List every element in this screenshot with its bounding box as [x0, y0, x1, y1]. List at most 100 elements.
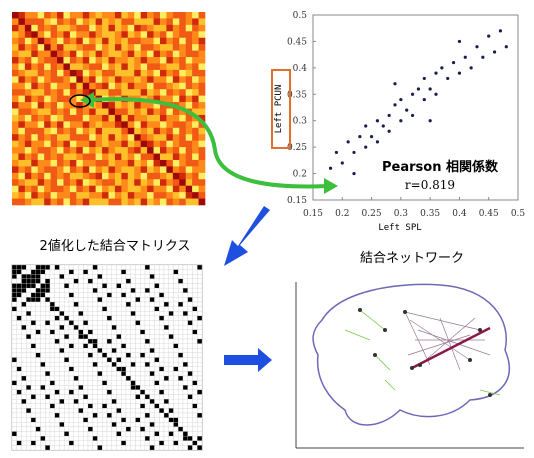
matrix-cell [169, 404, 174, 409]
heat-cell [186, 31, 193, 38]
matrix-cell [88, 381, 93, 386]
matrix-cell [64, 376, 69, 381]
heat-cell [102, 173, 109, 180]
matrix-cell [64, 441, 69, 446]
matrix-cell [74, 311, 79, 316]
matrix-cell [22, 302, 27, 307]
matrix-cell [83, 432, 88, 437]
heat-cell [147, 166, 154, 173]
heat-cell [192, 173, 199, 180]
heat-cell [128, 147, 135, 154]
matrix-cell [155, 413, 160, 418]
matrix-cell [45, 390, 50, 395]
matrix-cell [36, 316, 41, 321]
heat-cell [70, 160, 77, 167]
matrix-cell [12, 344, 17, 349]
matrix-cell [74, 288, 79, 293]
matrix-cell [26, 311, 31, 316]
heat-cell [115, 44, 122, 51]
matrix-cell [112, 362, 117, 367]
heat-cell [199, 70, 206, 77]
heat-cell [12, 31, 19, 38]
matrix-cell [183, 321, 188, 326]
matrix-cell [50, 270, 55, 275]
matrix-cell [17, 344, 22, 349]
matrix-cell [164, 325, 169, 330]
heat-cell [134, 63, 141, 70]
matrix-cell [121, 371, 126, 376]
matrix-cell [107, 445, 112, 450]
matrix-cell [193, 371, 198, 376]
matrix-cell [117, 265, 122, 270]
matrix-cell [159, 371, 164, 376]
matrix-cell [169, 395, 174, 400]
heat-cell [179, 128, 186, 135]
matrix-cell [183, 334, 188, 339]
matrix-cell [126, 330, 131, 335]
matrix-cell [102, 385, 107, 390]
heat-cell [76, 192, 83, 199]
matrix-cell [164, 288, 169, 293]
matrix-cell [93, 344, 98, 349]
heat-cell [83, 31, 90, 38]
heat-cell [51, 186, 58, 193]
matrix-cell [22, 371, 27, 376]
matrix-cell [150, 385, 155, 390]
matrix-cell [126, 413, 131, 418]
matrix-cell [183, 311, 188, 316]
heat-cell [192, 63, 199, 70]
matrix-cell [55, 330, 60, 335]
matrix-cell [45, 297, 50, 302]
matrix-cell [83, 395, 88, 400]
matrix-cell [155, 284, 160, 289]
heat-cell [51, 102, 58, 109]
matrix-cell [150, 381, 155, 386]
matrix-cell [112, 339, 117, 344]
arrowhead [324, 178, 338, 194]
heat-cell [154, 51, 161, 58]
matrix-cell [50, 395, 55, 400]
point [411, 93, 414, 96]
matrix-cell [136, 371, 141, 376]
matrix-cell [183, 358, 188, 363]
heat-cell [186, 76, 193, 83]
matrix-cell [183, 297, 188, 302]
matrix-cell [102, 408, 107, 413]
matrix-cell [12, 432, 17, 437]
matrix-cell [164, 293, 169, 298]
heat-cell [109, 121, 116, 128]
heat-cell [96, 83, 103, 90]
matrix-cell [131, 441, 136, 446]
matrix-cell [88, 367, 93, 372]
heat-cell [12, 199, 19, 206]
matrix-cell [145, 441, 150, 446]
heat-cell [76, 166, 83, 173]
heat-cell [18, 76, 25, 83]
heat-cell [134, 12, 141, 19]
matrix-cell [112, 279, 117, 284]
matrix-cell [183, 381, 188, 386]
matrix-cell [50, 376, 55, 381]
matrix-cell [64, 321, 69, 326]
heat-cell [51, 154, 58, 161]
matrix-cell [136, 445, 141, 450]
matrix-cell [126, 399, 131, 404]
heat-cell [18, 109, 25, 116]
matrix-cell [193, 339, 198, 344]
heat-cell [166, 12, 173, 19]
heat-cell [38, 115, 45, 122]
matrix-cell [98, 344, 103, 349]
heat-cell [38, 192, 45, 199]
matrix-cell [88, 358, 93, 363]
matrix-cell [41, 265, 46, 270]
matrix-cell [183, 284, 188, 289]
matrix-cell [178, 367, 183, 372]
matrix-cell [145, 334, 150, 339]
matrix-cell [41, 413, 46, 418]
matrix-cell [64, 432, 69, 437]
heat-cell [186, 186, 193, 193]
matrix-cell [79, 279, 84, 284]
heat-cell [166, 186, 173, 193]
matrix-cell [107, 427, 112, 432]
matrix-cell [64, 330, 69, 335]
